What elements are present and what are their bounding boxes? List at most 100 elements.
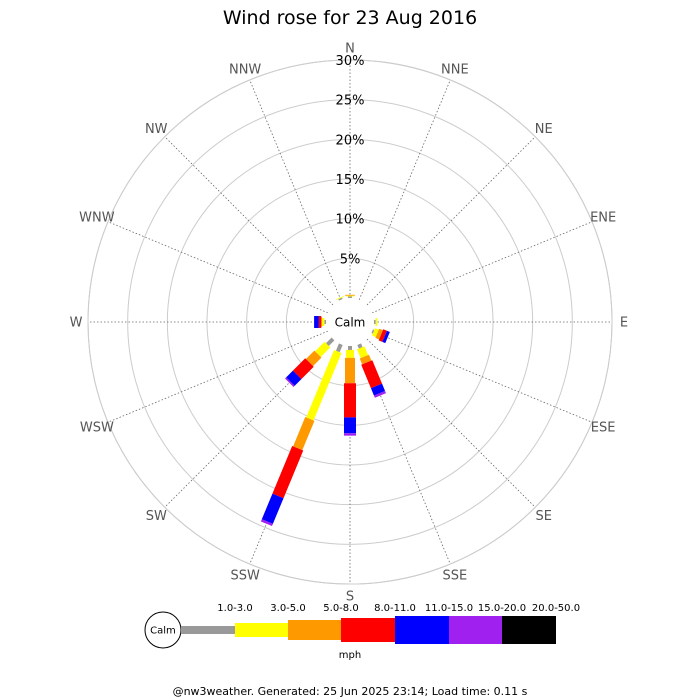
spoke-nne [358, 79, 451, 300]
petal-n-bin-1 [346, 295, 354, 297]
petal-s-bin-2 [345, 357, 355, 384]
spoke-wsw [107, 330, 328, 423]
legend-label-5: 15.0-20.0 [478, 603, 526, 614]
petal-w-bin-4 [314, 316, 319, 328]
direction-label-ese: ESE [591, 420, 616, 435]
petal-sse-bin-0 [357, 343, 363, 349]
petal-e-bin-1 [375, 318, 378, 326]
direction-label-ene: ENE [590, 211, 616, 226]
spoke-ne [366, 136, 536, 306]
direction-label-sw: SW [146, 509, 167, 524]
spoke-ene [372, 221, 593, 314]
direction-label-ne: NE [535, 122, 553, 137]
petal-s-bin-4 [344, 417, 356, 434]
grid-ring [127, 99, 573, 545]
petal-s-bin-5 [344, 433, 356, 436]
petal-ssw-bin-4 [261, 493, 284, 524]
spoke-nw [164, 136, 334, 306]
spoke-ese [372, 330, 593, 423]
petal-w-bin-3 [318, 316, 322, 328]
petal-ssw-bin-2 [293, 417, 315, 451]
legend-label-2: 5.0-8.0 [323, 603, 358, 614]
petal-sw-bin-1 [315, 341, 331, 357]
legend-swatch-4 [395, 616, 449, 644]
petal-ssw-bin-5 [260, 519, 273, 527]
petal-ssw-bin-1 [306, 349, 342, 421]
petal-ssw-bin-3 [272, 445, 304, 499]
petal-sse-bin-4 [370, 383, 386, 396]
legend-label-6: 20.0-50.0 [532, 603, 580, 614]
direction-label-wsw: WSW [80, 420, 114, 435]
grid-ring-outer [87, 59, 613, 585]
radial-tick-label: 15% [336, 173, 365, 188]
spoke-se [366, 338, 536, 508]
petal-w-bin-2 [321, 317, 323, 327]
direction-label-nw: NW [145, 122, 168, 137]
petal-ese-bin-3 [378, 329, 387, 342]
chart-title: Wind rose for 23 Aug 2016 [223, 7, 477, 29]
petal-sw-bin-0 [326, 337, 335, 346]
radial-tick-label: 30% [336, 54, 365, 69]
calm-label: Calm [335, 316, 366, 330]
petal-sw-bin-2 [305, 350, 322, 367]
petal-n-bin-0 [348, 296, 352, 298]
petal-ese-bin-2 [375, 328, 383, 340]
direction-label-wnw: WNW [79, 211, 115, 226]
radial-tick-labels: 5% 10% 15% 20% 25% 30% [336, 54, 365, 267]
petal-sse-bin-2 [359, 354, 372, 365]
radial-tick-label: 20% [336, 133, 365, 148]
petal-s-bin-3 [344, 383, 356, 418]
petal-nnw-bin-0 [338, 297, 343, 301]
legend-label-4: 11.0-15.0 [425, 603, 473, 614]
polar-grid [87, 59, 613, 585]
legend-swatch-1 [235, 623, 288, 637]
direction-label-s: S [346, 590, 354, 605]
direction-labels: N NNE NE ENE E ESE SE SSE S SSW SW WSW W WNW NW NNW [70, 42, 629, 605]
petal-w-bin-0 [324, 320, 326, 324]
radial-tick-label: 5% [340, 252, 361, 267]
legend-calm-label: Calm [150, 626, 176, 637]
radial-tick-label: 10% [336, 213, 365, 228]
direction-label-sse: SSE [442, 569, 467, 584]
legend-swatch-0 [181, 626, 235, 634]
petal-nnw-bin-1 [336, 296, 344, 300]
petal-e-bin-0 [374, 320, 376, 324]
petal-sse-bin-1 [357, 346, 369, 359]
direction-label-e: E [620, 316, 628, 331]
spoke-wnw [107, 221, 328, 314]
legend-label-0: 1.0-3.0 [217, 603, 252, 614]
petal-sse-bin-5 [373, 390, 386, 398]
direction-label-w: W [70, 316, 83, 331]
legend-swatch-5 [449, 616, 502, 644]
petal-ese-bin-0 [371, 329, 375, 334]
legend-label-3: 8.0-11.0 [374, 603, 416, 614]
legend-label-1: 3.0-5.0 [270, 603, 305, 614]
legend-units: mph [339, 650, 361, 661]
legend: Calm 1.0-3.0 3.0-5.0 5.0-8.0 8.0-11.0 11.0-1… [144, 603, 580, 661]
direction-label-ssw: SSW [230, 569, 260, 584]
petal-ese-bin-1 [372, 328, 379, 338]
petal-ssw-bin-0 [335, 343, 343, 353]
legend-swatch-2 [288, 620, 341, 640]
petal-n-bin-2 [345, 294, 355, 296]
petal-w-bin-1 [322, 318, 325, 326]
calm-circle: Calm [326, 298, 374, 346]
legend-swatch-6 [502, 616, 556, 644]
footer-text: @nw3weather. Generated: 25 Jun 2025 23:1… [173, 685, 528, 698]
legend-swatch-3 [341, 618, 395, 642]
direction-label-n: N [345, 42, 355, 57]
direction-label-nnw: NNW [229, 62, 261, 77]
direction-label-nne: NNE [441, 62, 469, 77]
direction-label-se: SE [536, 509, 552, 524]
radial-tick-label: 25% [336, 94, 365, 109]
petals [260, 294, 390, 527]
petal-s-bin-1 [346, 349, 354, 358]
petal-ese-bin-4 [382, 330, 390, 344]
petal-sw-bin-3 [292, 358, 314, 380]
petal-sw-bin-4 [286, 370, 302, 386]
spoke-nnw [249, 79, 342, 300]
petal-s-bin-0 [348, 346, 352, 350]
petal-sw-bin-5 [285, 377, 295, 387]
petal-sse-bin-3 [361, 360, 383, 389]
